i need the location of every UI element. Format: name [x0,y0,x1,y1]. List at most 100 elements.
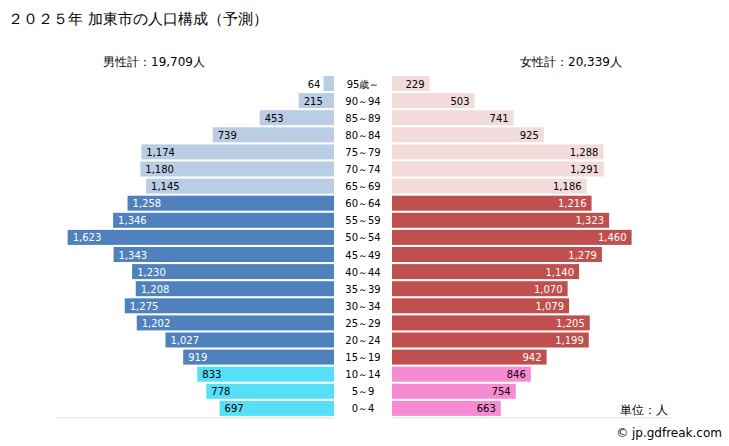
axis-line [55,417,334,418]
bar [299,93,334,108]
bar [68,230,334,245]
category-label: 10～14 [345,369,380,380]
bar [392,179,587,194]
bar [137,315,334,330]
data-label: 1,230 [137,267,166,278]
data-label: 925 [520,130,539,141]
category-label: 95歳～ [347,79,380,90]
bar [392,144,603,159]
bar [392,333,589,348]
bar [392,281,568,296]
data-label: 739 [218,130,237,141]
bar [183,350,334,365]
bar [392,110,514,125]
bar [132,264,334,279]
category-label: 85～89 [345,113,380,124]
bar [392,247,602,262]
bar [206,384,334,399]
bar [392,213,609,228]
title: ２０２５年 加東市の人口構成（予測） [8,10,268,28]
bar [392,298,569,313]
chart: ２０２５年 加東市の人口構成（予測） 男性計：19,709人 女性計：20,339人… [0,0,729,446]
series-label: 女性計：20,339人 [520,55,622,69]
data-label: 1,288 [570,147,599,158]
bar [140,162,334,177]
data-label: 1,346 [118,215,147,226]
bar [128,196,334,211]
data-label: 1,199 [555,335,584,346]
data-label: 919 [188,352,207,363]
bar [392,162,604,177]
data-label: 503 [450,96,469,107]
data-label: 1,291 [570,164,599,175]
category-label: 45～49 [345,250,380,261]
data-label: 942 [523,352,542,363]
data-label: 1,216 [558,198,587,209]
category-label: 60～64 [345,198,380,209]
data-label: 1,343 [119,250,148,261]
category-label: 35～39 [345,284,380,295]
data-label: 663 [477,403,496,414]
data-label: 741 [490,113,509,124]
bar [136,281,334,296]
category-label: 30～34 [345,301,380,312]
female-bars [392,76,632,416]
data-label: 1,079 [535,301,564,312]
data-label: 1,623 [73,232,102,243]
source-note: © jp.gdfreak.com [616,426,722,440]
data-label: 229 [405,79,424,90]
category-label: 20～24 [345,335,380,346]
bar [260,110,334,125]
category-label: 15～19 [345,352,380,363]
bar [392,230,632,245]
data-label: 1,180 [145,164,174,175]
data-label: 215 [304,96,323,107]
series-label: 男性計：19,709人 [103,55,205,69]
data-label: 1,205 [556,318,585,329]
data-label: 64 [308,79,321,90]
data-label: 697 [225,403,244,414]
data-label: 1,460 [598,232,627,243]
bar [392,384,516,399]
bar [392,76,430,91]
data-label: 453 [265,113,284,124]
data-label: 1,202 [142,318,171,329]
data-label: 1,275 [130,301,159,312]
data-label: 1,145 [151,181,180,192]
category-label: 80～84 [345,130,380,141]
data-label: 1,323 [575,215,604,226]
bar [392,264,579,279]
bar [392,196,592,211]
axis-line [392,417,671,418]
data-label: 1,140 [545,267,574,278]
category-label: 40～44 [345,267,380,278]
category-label: 70～74 [345,164,380,175]
labels: 95歳～ 64 229 90～94 215 503 85～89 453 741 80～84 739 9… [73,79,627,415]
bar [141,144,334,159]
data-label: 1,208 [141,284,170,295]
category-label: 5～9 [352,386,375,397]
bar [392,350,547,365]
data-label: 1,070 [534,284,563,295]
bar [392,127,544,142]
category-label: 0～4 [352,403,375,414]
data-label: 1,279 [568,250,597,261]
category-label: 25～29 [345,318,380,329]
category-label: 50～54 [345,232,380,243]
bar [392,315,590,330]
bar [392,401,501,416]
male-bars [68,76,334,416]
bar [146,179,334,194]
data-label: 1,258 [133,198,162,209]
data-label: 846 [507,369,526,380]
bar [113,213,334,228]
category-label: 90～94 [345,96,380,107]
data-label: 1,027 [170,335,199,346]
data-label: 833 [202,369,221,380]
category-label: 65～69 [345,181,380,192]
bar [392,93,475,108]
data-label: 1,174 [146,147,175,158]
category-label: 75～79 [345,147,380,158]
bar [213,127,334,142]
unit-note: 単位：人 [620,403,668,417]
